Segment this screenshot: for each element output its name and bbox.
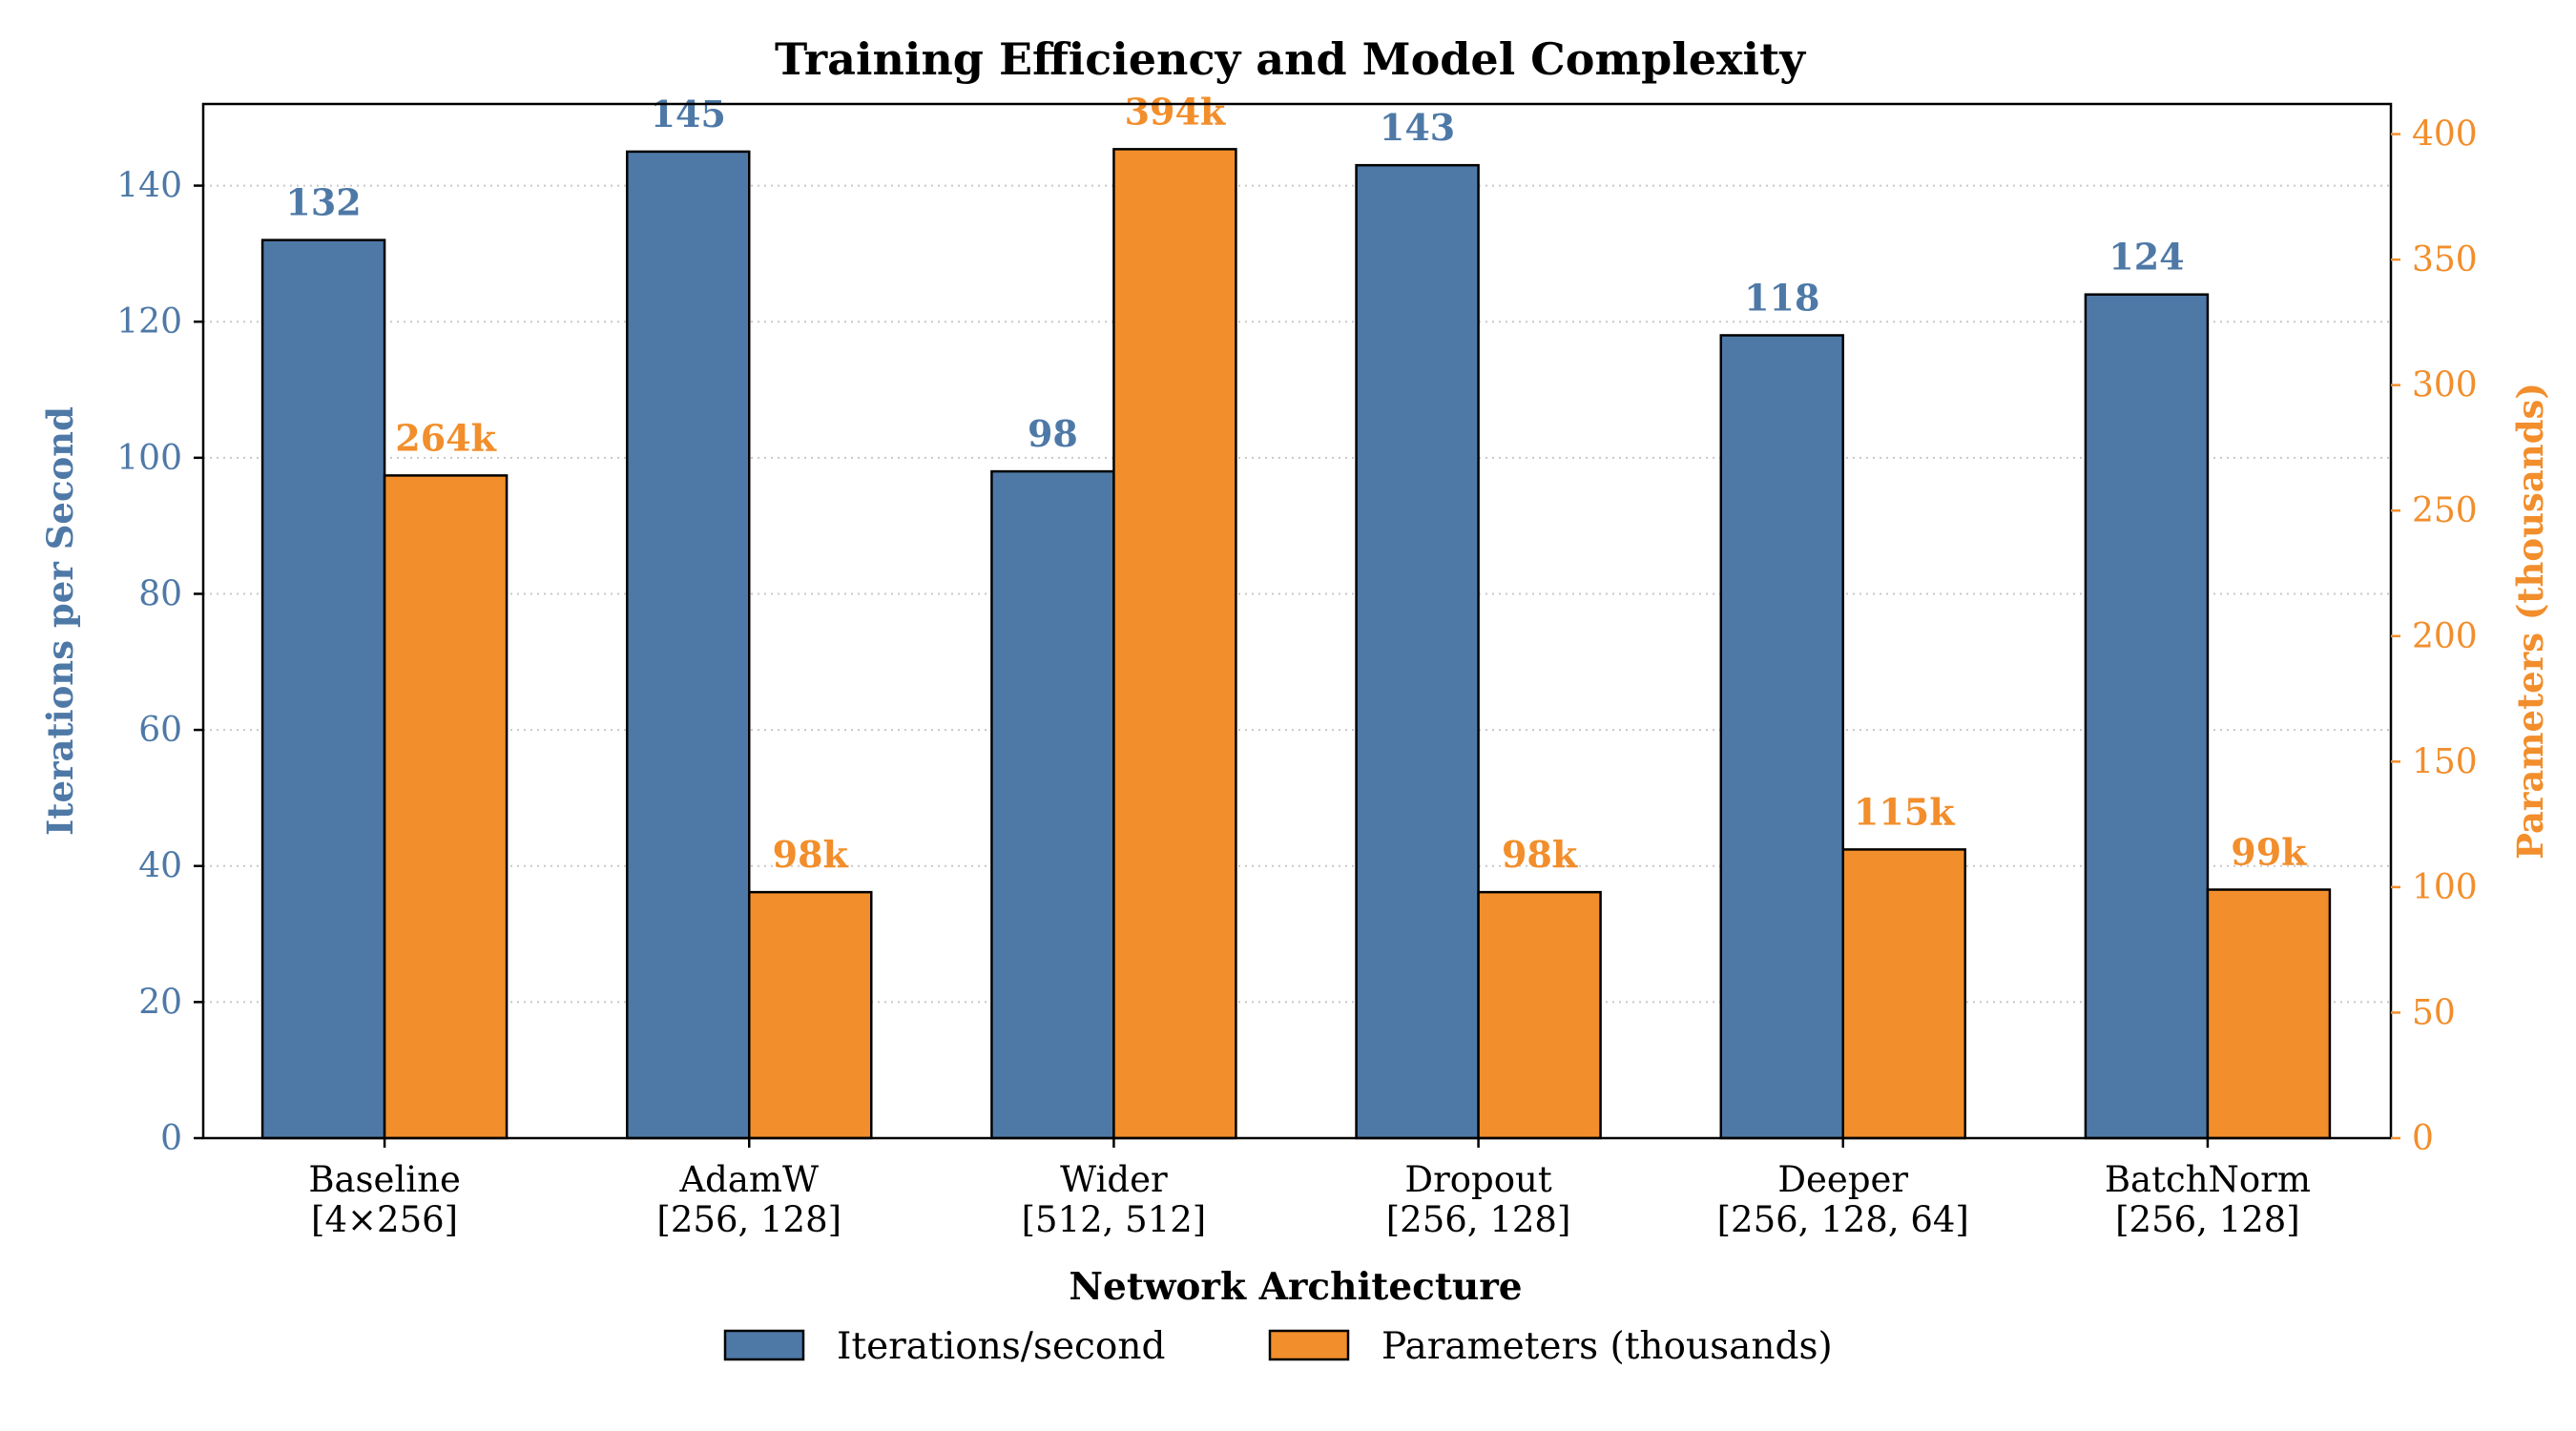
bars	[260, 148, 2332, 1140]
bar-value-label: 99k	[2231, 831, 2307, 874]
bar-parameters	[383, 474, 509, 1140]
x-tick-label-name: Deeper	[1777, 1159, 1908, 1200]
y-left-tick-label: 100	[116, 439, 182, 478]
x-tick-label-name: Baseline	[308, 1159, 461, 1200]
x-tick-label-name: AdamW	[678, 1159, 819, 1200]
x-axis: Baseline[4×256]AdamW[256, 128]Wider[512,…	[308, 1138, 2311, 1240]
legend-swatch-iterations	[723, 1329, 805, 1361]
y-axis-right-label: Parameters (thousands)	[2509, 383, 2551, 860]
y-right-tick-label: 250	[2412, 491, 2478, 530]
legend: Iterations/second Parameters (thousands)	[723, 1325, 1833, 1368]
y-left-tick-label: 120	[116, 302, 182, 342]
y-right-tick-label: 400	[2412, 115, 2478, 155]
chart-title: Training Efficiency and Model Complexity	[775, 33, 1806, 85]
bar-value-label: 118	[1744, 276, 1819, 319]
bar-iterations	[626, 150, 751, 1140]
bar-value-label: 98k	[773, 833, 849, 876]
bar-parameters	[1477, 890, 1602, 1140]
bar-value-label: 115k	[1854, 790, 1955, 833]
bar-value-label: 124	[2109, 236, 2184, 279]
bar-parameters	[1841, 848, 1966, 1140]
x-tick-label-name: BatchNorm	[2105, 1159, 2311, 1200]
bar-iterations	[260, 238, 386, 1140]
x-tick-label-name: Wider	[1060, 1159, 1168, 1200]
bar-parameters	[2206, 888, 2332, 1140]
y-axis-left: 0 20 40 60 80 100 120 140	[116, 167, 203, 1158]
bar-iterations	[1355, 163, 1480, 1140]
bar-value-label: 264k	[395, 416, 496, 459]
x-tick-label-config: [256, 128]	[656, 1199, 841, 1240]
bar-value-label: 143	[1380, 106, 1455, 149]
y-right-tick-label: 150	[2412, 742, 2478, 781]
y-left-tick-label: 0	[160, 1119, 182, 1158]
y-right-tick-label: 200	[2412, 617, 2478, 656]
x-tick-label-config: [256, 128]	[1386, 1199, 1571, 1240]
x-tick-label-config: [512, 512]	[1022, 1199, 1207, 1240]
y-left-tick-label: 60	[138, 711, 182, 750]
y-right-tick-label: 50	[2412, 993, 2456, 1032]
y-left-tick-label: 20	[138, 983, 182, 1022]
legend-label-iterations: Iterations/second	[837, 1325, 1165, 1368]
x-axis-label: Network Architecture	[1069, 1265, 1522, 1309]
x-tick-label-config: [256, 128]	[2115, 1199, 2300, 1240]
y-left-tick-label: 40	[138, 847, 182, 886]
grid-lines	[203, 184, 2391, 1004]
bar-labels: 132 264k 145 98k 98 394k 143 98k 118 115k 124 99k	[285, 90, 2307, 876]
legend-swatch-parameters	[1268, 1329, 1350, 1361]
y-left-tick-label: 80	[138, 574, 182, 613]
y-axis-left-label: Iterations per Second	[39, 406, 81, 836]
bar-parameters	[748, 890, 873, 1140]
x-tick-label-config: [256, 128, 64]	[1717, 1199, 1969, 1240]
y-right-tick-label: 350	[2412, 240, 2478, 280]
y-right-tick-label: 300	[2412, 366, 2478, 405]
x-tick-label-name: Dropout	[1404, 1159, 1551, 1200]
bar-value-label: 132	[285, 181, 361, 224]
bar-value-label: 98	[1028, 412, 1078, 455]
plot-frame	[201, 102, 2393, 1140]
bar-parameters	[1112, 148, 1237, 1140]
legend-label-parameters: Parameters (thousands)	[1381, 1325, 1833, 1368]
y-right-tick-label: 100	[2412, 868, 2478, 907]
bar-iterations	[2084, 293, 2210, 1140]
x-tick-label-config: [4×256]	[311, 1199, 458, 1240]
bar-iterations	[1719, 334, 1844, 1140]
y-right-tick-label: 0	[2412, 1119, 2434, 1158]
bar-iterations	[990, 469, 1115, 1140]
y-left-tick-label: 140	[116, 167, 182, 206]
y-axis-right: 0 50 100 150 200 250 300 350 400	[2391, 115, 2478, 1158]
bar-value-label: 145	[651, 93, 726, 135]
bar-value-label: 98k	[1502, 833, 1578, 876]
bar-value-label: 394k	[1125, 90, 1226, 133]
